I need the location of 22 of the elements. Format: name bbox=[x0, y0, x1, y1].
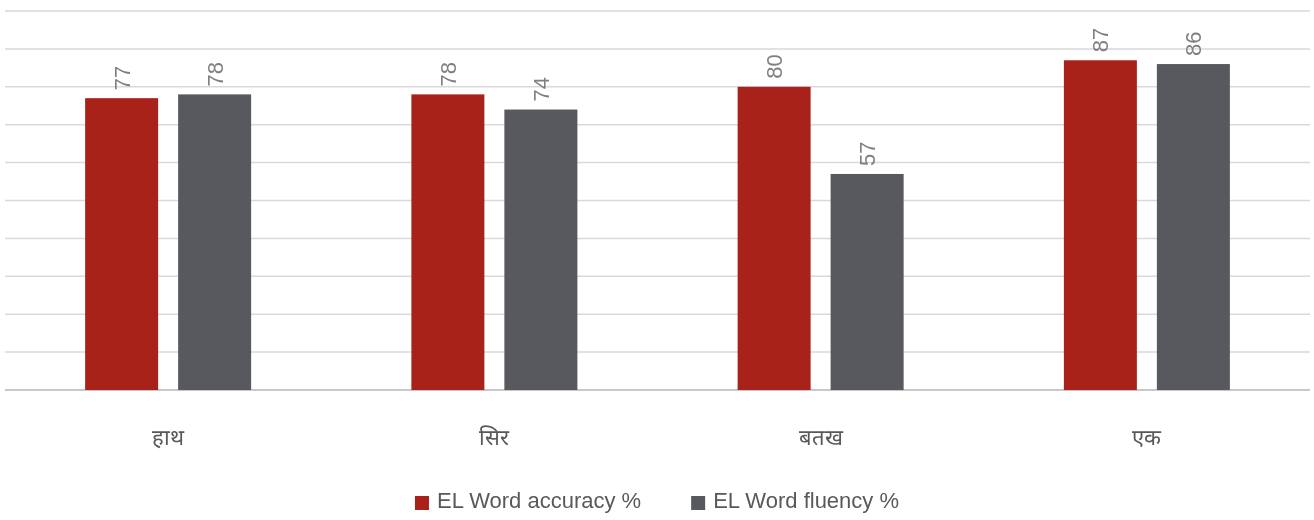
bar bbox=[830, 173, 904, 390]
x-tick-label: एक bbox=[1132, 425, 1163, 450]
bar bbox=[178, 94, 252, 390]
x-tick-label: हाथ bbox=[152, 425, 186, 450]
bar bbox=[85, 98, 159, 390]
data-label: 86 bbox=[1181, 31, 1207, 57]
data-label: 74 bbox=[528, 77, 554, 102]
data-label: 80 bbox=[762, 54, 788, 79]
bar bbox=[504, 109, 578, 390]
data-label: 78 bbox=[435, 61, 461, 87]
legend-label: EL Word accuracy % bbox=[436, 488, 642, 513]
legend-label: EL Word fluency % bbox=[713, 488, 900, 513]
data-label: 87 bbox=[1088, 27, 1114, 53]
data-label: 78 bbox=[202, 61, 228, 87]
x-tick-label: सिर bbox=[479, 425, 511, 450]
bar bbox=[1063, 60, 1137, 390]
bar bbox=[1156, 64, 1230, 390]
bar bbox=[737, 86, 811, 390]
data-label: 57 bbox=[855, 141, 881, 166]
bar bbox=[411, 94, 485, 390]
data-label: 77 bbox=[109, 65, 135, 91]
x-tick-label: बतख bbox=[798, 425, 844, 450]
